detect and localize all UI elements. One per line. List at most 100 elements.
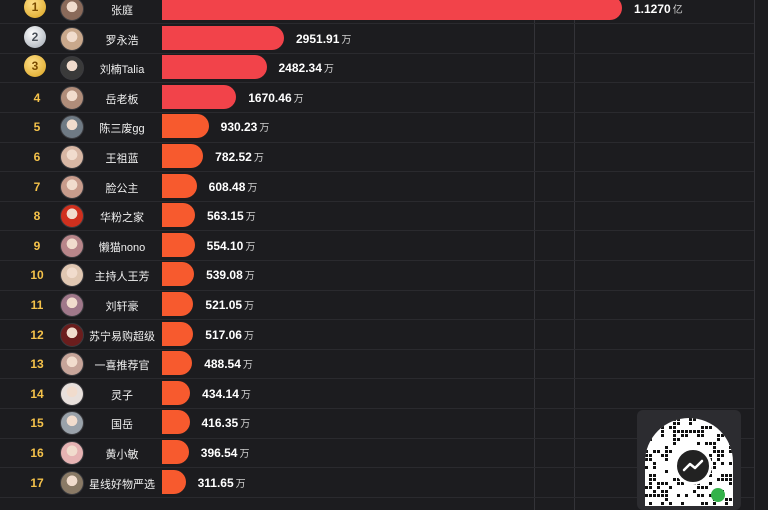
streamer-name: 黄小敏	[105, 449, 139, 461]
qr-dot	[661, 434, 664, 437]
qr-dot	[657, 482, 660, 485]
grid-line	[574, 0, 575, 510]
qr-dot	[653, 462, 656, 465]
value-label: 2951.91 万	[296, 31, 351, 46]
ranking-row[interactable]: 14 灵子 434.14 万	[0, 379, 768, 408]
streamer-name: 华粉之家	[100, 212, 144, 225]
value-bar	[162, 351, 193, 376]
streamer-name: 主持人王芳	[94, 271, 150, 284]
qr-dot	[661, 502, 664, 505]
value-bar	[162, 25, 284, 50]
qr-dot	[673, 426, 676, 429]
value-number: 521.05	[205, 298, 243, 312]
qr-dot	[665, 458, 668, 461]
avatar	[60, 411, 84, 436]
row-separator	[0, 437, 754, 439]
ranking-row[interactable]: 6 王祖蓝 782.52 万	[0, 142, 768, 171]
qr-dot	[717, 450, 720, 453]
qr-dot	[681, 482, 684, 485]
avatar	[60, 381, 84, 406]
qr-dot	[701, 502, 704, 505]
qr-dot	[649, 438, 652, 441]
qr-dot	[665, 454, 668, 457]
qr-dot	[717, 458, 720, 461]
value-label: 554.10 万	[207, 238, 256, 253]
ranking-row[interactable]: 5 陈三废gg 930.23 万	[0, 112, 768, 141]
ranking-row[interactable]: 2 罗永浩 2951.91 万	[0, 24, 768, 53]
qr-dot	[693, 418, 696, 421]
value-number: 930.23	[220, 120, 258, 135]
qr-dot	[729, 478, 732, 481]
value-bar	[162, 321, 194, 346]
value-bar	[162, 55, 267, 80]
value-number: 2951.91	[296, 31, 340, 46]
qr-dot	[645, 458, 648, 461]
qr-dot	[729, 474, 732, 477]
qr-dot	[729, 446, 732, 449]
ranking-row[interactable]: 4 岳老板 1670.46 万	[0, 83, 768, 112]
qr-dot	[705, 502, 708, 505]
qr-dot	[717, 478, 720, 481]
qr-dot	[681, 434, 684, 437]
qr-dot	[713, 466, 716, 469]
qr-dot	[689, 430, 692, 433]
qr-dot	[673, 434, 676, 437]
qr-dot	[649, 422, 652, 425]
ranking-row[interactable]: 1 张庭 1.1270 亿	[0, 0, 768, 23]
value-unit: 万	[240, 389, 251, 401]
streamer-name: 星线好物严选	[89, 478, 155, 491]
rank-number: 11	[30, 298, 44, 312]
qr-dot	[705, 442, 708, 445]
value-unit: 万	[341, 34, 352, 46]
ranking-row[interactable]: 11 刘轩豪 521.05 万	[0, 290, 768, 319]
ranking-row[interactable]: 10 主持人王芳 539.08 万	[0, 260, 768, 289]
ranking-row[interactable]: 13 一喜推荐官 488.54 万	[0, 349, 768, 378]
ranking-row[interactable]: 17 星线好物严选 311.65 万	[0, 468, 768, 497]
ranking-row[interactable]: 9 懒猫nono 554.10 万	[0, 231, 768, 260]
row-separator	[0, 141, 754, 143]
qr-dot	[661, 490, 664, 493]
qr-dot	[673, 478, 676, 481]
value-label: 539.08 万	[206, 267, 255, 282]
qr-dot	[681, 502, 684, 505]
ranking-row[interactable]: 7 脸公主 608.48 万	[0, 172, 768, 201]
ranking-row[interactable]: 3 刘楠Talia 2482.34 万	[0, 53, 768, 82]
qr-dot	[653, 450, 656, 453]
qr-dot	[649, 474, 652, 477]
ranking-row[interactable]: 15 国岳 416.35 万	[0, 408, 768, 437]
qr-dot	[661, 430, 664, 433]
qr-dot	[665, 482, 668, 485]
streamer-name: 刘轩豪	[105, 301, 139, 313]
qr-dot	[669, 450, 672, 453]
qr-dot	[669, 502, 672, 505]
silver-medal-icon: 2	[24, 25, 46, 48]
row-separator	[0, 407, 754, 409]
qr-dot	[649, 434, 652, 437]
ranking-row[interactable]: 16 黄小敏 396.54 万	[0, 438, 768, 467]
ranking-row[interactable]: 12 苏宁易购超级 517.06 万	[0, 320, 768, 349]
qr-dot	[709, 474, 712, 477]
avatar	[60, 204, 84, 229]
value-bar	[162, 0, 622, 20]
value-bar	[162, 292, 194, 316]
mini-program-badge-icon	[711, 488, 725, 502]
qr-dot	[725, 498, 728, 501]
qr-dot	[657, 486, 660, 489]
rank-number: 15	[30, 416, 44, 431]
qr-dot	[645, 442, 648, 445]
value-bar	[162, 469, 186, 494]
qr-dot	[705, 426, 708, 429]
qr-dot	[729, 450, 732, 453]
qr-code-panel[interactable]	[637, 410, 741, 510]
value-label: 488.54 万	[204, 356, 253, 371]
qr-dot	[701, 426, 704, 429]
value-unit: 亿	[672, 5, 683, 16]
value-unit: 万	[253, 153, 264, 164]
qr-dot	[649, 418, 652, 421]
qr-dot	[725, 430, 728, 433]
row-separator	[0, 467, 754, 469]
streamer-name: 张庭	[111, 5, 133, 17]
qr-dot	[709, 426, 712, 429]
ranking-row[interactable]: 8 华粉之家 563.15 万	[0, 201, 768, 230]
qr-dot	[709, 418, 712, 421]
